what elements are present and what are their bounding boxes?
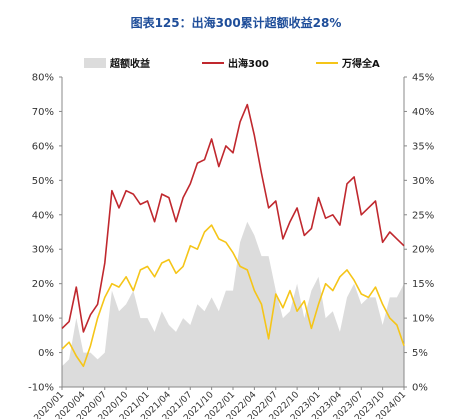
right-tick-label: 5% <box>412 348 428 359</box>
area-series-excess-return <box>62 221 404 387</box>
left-tick-label: 40% <box>32 210 54 221</box>
right-tick-label: 20% <box>412 245 434 256</box>
chart-legend: 超额收益 出海300 万得全A <box>84 57 380 70</box>
right-tick-label: 35% <box>412 141 434 152</box>
left-tick-label: 60% <box>32 141 54 152</box>
left-tick-label: 0% <box>38 348 54 359</box>
left-tick-label: 50% <box>32 176 54 187</box>
left-tick-label: 70% <box>32 107 54 118</box>
right-tick-label: 40% <box>412 107 434 118</box>
left-tick-label: 30% <box>32 245 54 256</box>
left-tick-label: 20% <box>32 279 54 290</box>
right-tick-label: 30% <box>412 176 434 187</box>
left-tick-label: 10% <box>32 314 54 325</box>
lines-layer <box>61 103 405 368</box>
right-tick-label: 0% <box>412 383 428 394</box>
right-tick-label: 25% <box>412 210 434 221</box>
line-series-wind-all-a <box>61 224 405 368</box>
area-layer <box>62 221 404 387</box>
line-series-chuhai300 <box>61 103 405 333</box>
left-tick-label: -10% <box>28 383 54 394</box>
legend-label: 超额收益 <box>109 57 150 70</box>
left-tick-label: 80% <box>32 73 54 84</box>
right-tick-label: 15% <box>412 279 434 290</box>
legend-label: 出海300 <box>228 57 269 70</box>
right-tick-label: 45% <box>412 73 434 84</box>
legend-label: 万得全A <box>341 57 380 70</box>
chart-title: 图表125：出海300累计超额收益28% <box>130 16 342 30</box>
right-tick-label: 10% <box>412 314 434 325</box>
legend-swatch-area <box>84 58 106 68</box>
